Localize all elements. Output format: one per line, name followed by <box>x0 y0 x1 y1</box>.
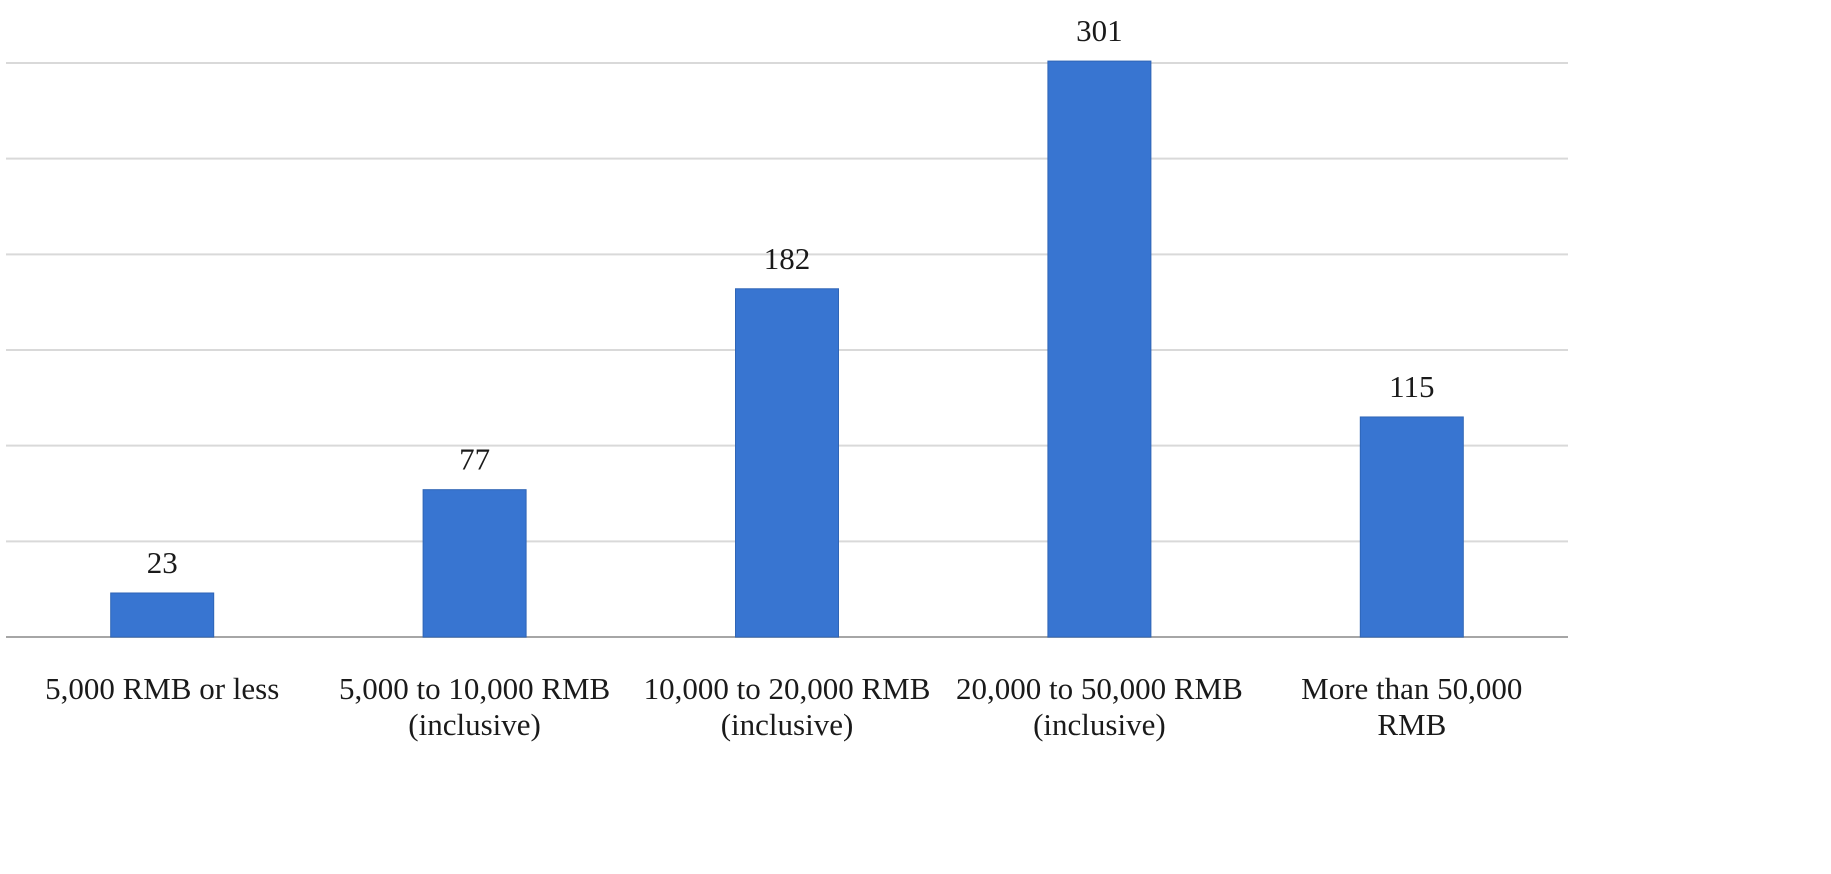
data-label-1: 77 <box>459 442 490 477</box>
bars <box>110 60 1464 638</box>
data-label-2: 182 <box>764 241 811 276</box>
bar-0 <box>110 592 215 638</box>
bar-3 <box>1047 60 1152 638</box>
x-tick-label-0-line-0: 5,000 RMB or less <box>45 671 279 706</box>
x-tick-label-3-line-0: 20,000 to 50,000 RMB <box>956 671 1243 706</box>
data-label-3: 301 <box>1076 13 1123 48</box>
data-label-4: 115 <box>1389 369 1434 404</box>
data-labels: 23 77 182 301 115 <box>147 13 1435 580</box>
x-tick-label-3-line-1: (inclusive) <box>1033 707 1166 742</box>
x-tick-label-4-line-0: More than 50,000 <box>1301 671 1522 706</box>
x-tick-label-1-line-0: 5,000 to 10,000 RMB <box>339 671 610 706</box>
bar-4 <box>1359 416 1464 638</box>
data-label-0: 23 <box>147 545 178 580</box>
x-tick-label-4-line-1: RMB <box>1377 707 1446 742</box>
x-axis-tick-labels: 5,000 RMB or less 5,000 to 10,000 RMB(inc… <box>45 671 1522 742</box>
x-tick-label-2-line-0: 10,000 to 20,000 RMB <box>644 671 931 706</box>
bar-2 <box>735 288 839 638</box>
x-tick-label-2-line-1: (inclusive) <box>721 707 854 742</box>
bar-1 <box>422 489 527 638</box>
x-tick-label-1-line-1: (inclusive) <box>408 707 541 742</box>
